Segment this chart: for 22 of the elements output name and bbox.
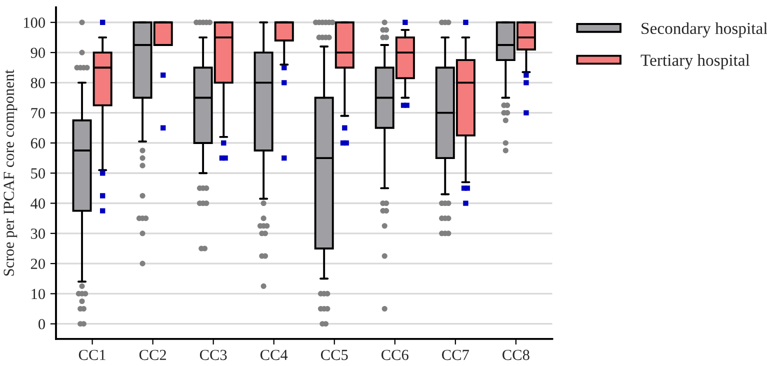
y-tick-label: 90: [30, 48, 45, 58]
x-tick-label: CC4: [260, 350, 288, 360]
x-tick-label: CC1: [78, 350, 106, 360]
y-tick-label: 80: [30, 78, 45, 88]
x-tick-label: CC8: [502, 350, 530, 360]
y-tick-label: 40: [30, 198, 45, 209]
x-tick-label: CC3: [200, 350, 227, 360]
x-tick-label: CC6: [382, 350, 408, 360]
y-axis-title: Scroe per IPCAF core component: [4, 70, 18, 276]
y-tick-label: 50: [31, 168, 45, 179]
x-tick-label: CC5: [320, 350, 348, 360]
y-tick-label: 30: [31, 228, 45, 239]
y-tick-label: 100: [24, 18, 45, 28]
x-tick-label: CC2: [139, 350, 166, 360]
y-tick-label: 20: [30, 258, 45, 270]
legend-label: Secondary hospital: [642, 22, 767, 38]
legend-label: Tertiary hospital: [640, 54, 750, 70]
y-tick-label: 60: [30, 138, 45, 148]
y-tick-label: 0: [38, 318, 45, 330]
y-tick-label: 70: [31, 108, 45, 118]
x-tick-label: CC7: [442, 350, 469, 360]
y-tick-label: 10: [32, 288, 45, 300]
